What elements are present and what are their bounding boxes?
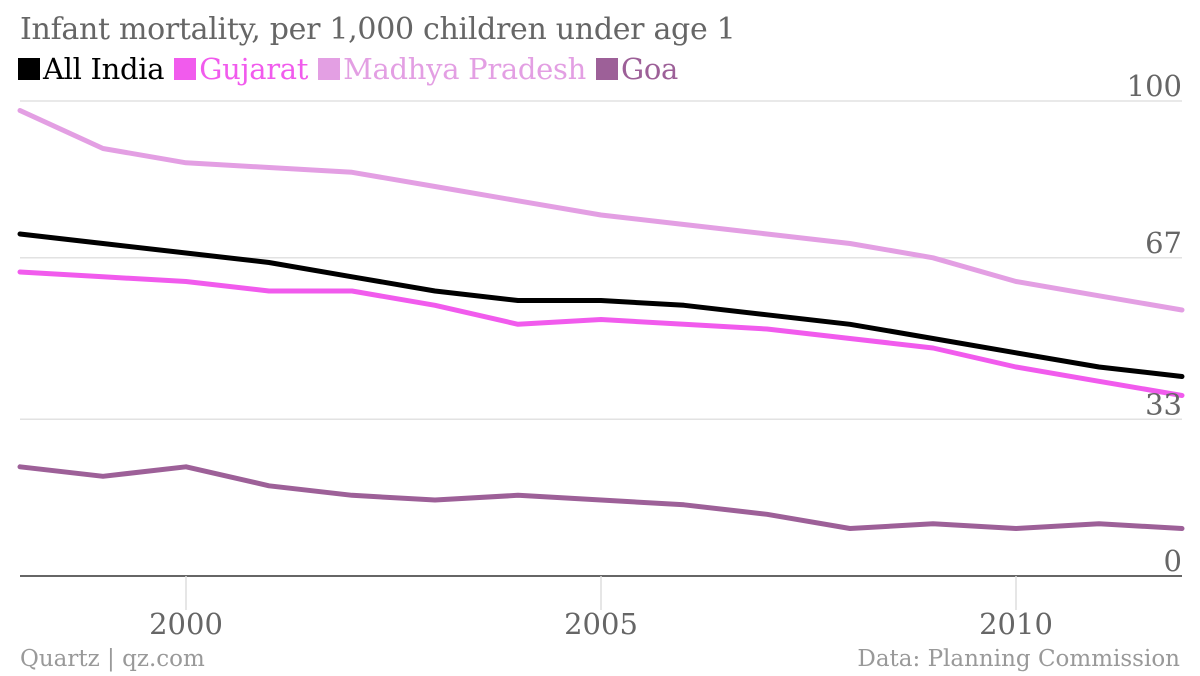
x-axis: 2000 2005 2010: [149, 576, 1053, 641]
y-axis: 0 33 67 100: [1127, 69, 1182, 578]
series-lines: [17, 108, 1185, 531]
y-tick-label-67: 67: [1145, 226, 1182, 260]
legend-label-goa: Goa: [621, 52, 679, 86]
legend-swatch-all-india: [18, 58, 40, 80]
chart-title: Infant mortality, per 1,000 children und…: [20, 12, 736, 47]
y-tick-label-100: 100: [1127, 69, 1182, 103]
legend-swatch-madhya-pradesh: [318, 58, 341, 80]
y-tick-label-0: 0: [1164, 544, 1182, 578]
legend: All India Gujarat Madhya Pradesh Goa: [18, 52, 688, 86]
legend-item-madhya-pradesh: Madhya Pradesh: [318, 52, 586, 86]
legend-item-gujarat: Gujarat: [174, 52, 308, 86]
footer-source-left: Quartz | qz.com: [20, 646, 205, 672]
series-line-madhya-pradesh: [17, 108, 1185, 313]
gridlines: [20, 100, 1182, 577]
legend-swatch-gujarat: [174, 58, 197, 80]
footer-source-right: Data: Planning Commission: [857, 646, 1180, 672]
series-line-all-india: [17, 231, 1185, 379]
series-line-gujarat: [17, 269, 1185, 398]
legend-label-all-india: All India: [43, 52, 165, 86]
x-tick-label-2005: 2005: [564, 607, 638, 641]
legend-swatch-goa: [596, 58, 618, 80]
x-tick-label-2010: 2010: [979, 607, 1053, 641]
legend-item-goa: Goa: [596, 52, 678, 86]
legend-item-all-india: All India: [18, 52, 165, 86]
y-tick-label-33: 33: [1145, 387, 1182, 421]
legend-label-madhya-pradesh: Madhya Pradesh: [343, 52, 586, 86]
x-tick-label-2000: 2000: [149, 607, 223, 641]
legend-label-gujarat: Gujarat: [199, 52, 309, 86]
series-line-goa: [17, 464, 1185, 531]
